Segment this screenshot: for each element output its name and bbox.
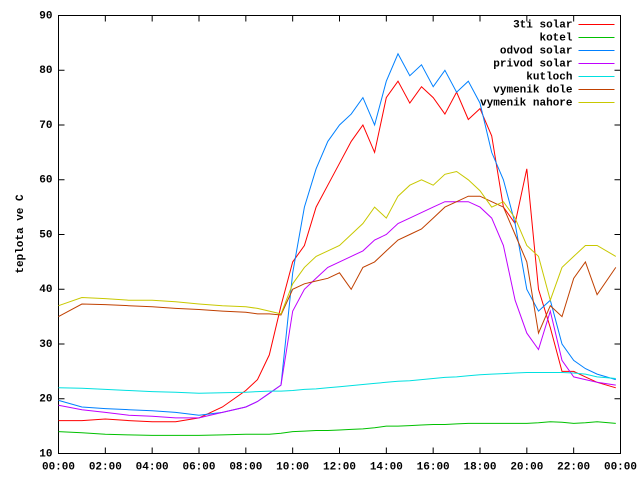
- y-tick-label: 60: [39, 175, 52, 187]
- x-tick-label: 04:00: [136, 461, 169, 473]
- x-tick-label: 16:00: [417, 461, 450, 473]
- y-tick-label: 90: [39, 10, 52, 22]
- y-tick-label: 20: [39, 394, 52, 406]
- x-tick-label: 00:00: [604, 461, 637, 473]
- series-line: [58, 201, 616, 419]
- y-tick-label: 70: [39, 120, 52, 132]
- series-line: [58, 372, 616, 394]
- x-tick-label: 18:00: [463, 461, 496, 473]
- x-tick-label: 12:00: [323, 461, 356, 473]
- y-tick-label: 30: [39, 339, 52, 351]
- series-line: [58, 421, 616, 436]
- x-tick-label: 06:00: [182, 461, 215, 473]
- legend-label: vymenik dole: [493, 84, 573, 96]
- legend-label: odvod solar: [500, 45, 573, 57]
- x-tick-label: 00:00: [42, 461, 75, 473]
- series-line: [58, 170, 617, 315]
- x-tick-label: 22:00: [557, 461, 590, 473]
- legend-label: kutloch: [526, 71, 572, 83]
- x-tick-label: 10:00: [276, 461, 309, 473]
- x-tick-label: 14:00: [370, 461, 403, 473]
- x-tick-label: 20:00: [510, 461, 543, 473]
- x-tick-label: 02:00: [89, 461, 122, 473]
- series-line: [58, 195, 617, 335]
- legend-label: kotel: [539, 32, 572, 44]
- y-tick-label: 40: [39, 284, 52, 296]
- legend-label: vymenik nahore: [480, 97, 573, 109]
- y-tick-label: 50: [39, 229, 52, 241]
- y-tick-label: 10: [39, 448, 52, 460]
- y-axis-label: teplota ve C: [15, 194, 27, 274]
- y-tick-label: 80: [39, 65, 52, 77]
- legend-label: 3ti solar: [513, 19, 572, 31]
- legend-label: privod solar: [493, 58, 572, 70]
- x-tick-label: 08:00: [229, 461, 262, 473]
- series-line: [58, 80, 616, 423]
